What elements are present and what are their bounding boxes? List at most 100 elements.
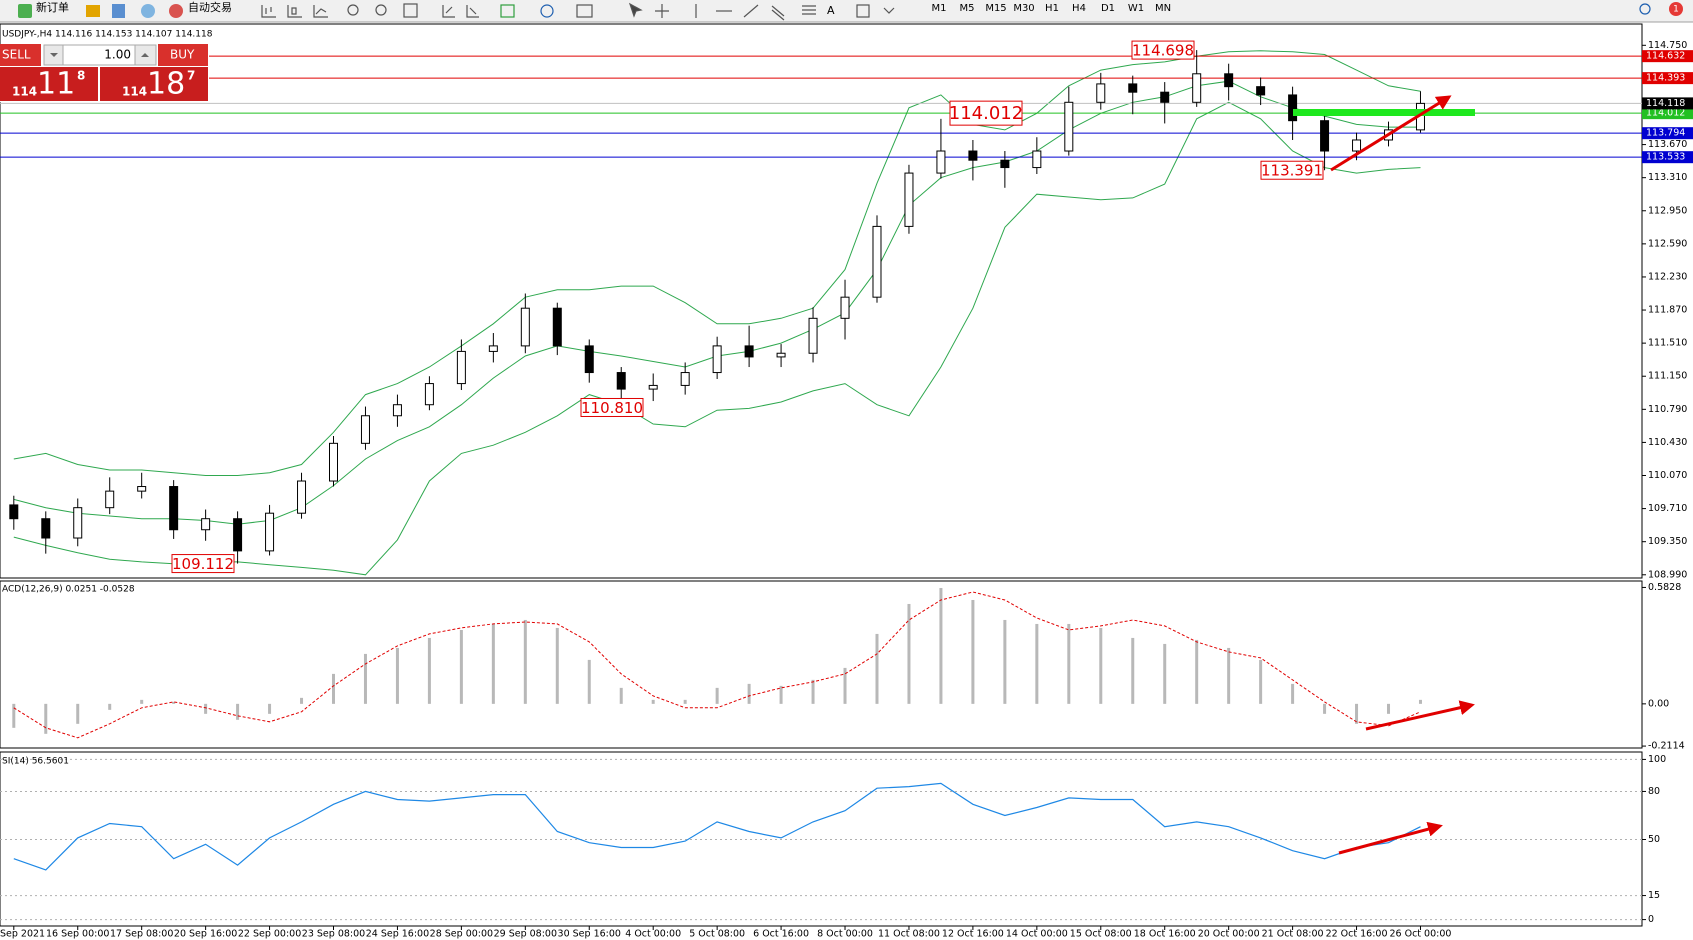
icon[interactable] bbox=[261, 5, 276, 18]
price-annotation-box bbox=[580, 397, 644, 417]
icon[interactable] bbox=[287, 5, 302, 18]
timeframe-button[interactable]: M1 bbox=[932, 3, 947, 14]
x-tick-label: 8 Oct 00:00 bbox=[817, 929, 873, 940]
candle-body bbox=[297, 480, 307, 514]
candle-body bbox=[488, 345, 498, 352]
search-icon[interactable] bbox=[1639, 3, 1651, 15]
macd-bar bbox=[1227, 647, 1231, 704]
candle-body bbox=[1224, 73, 1234, 88]
fibo-icon[interactable] bbox=[802, 5, 816, 15]
candle-body bbox=[73, 507, 83, 539]
y-tick-label: 80 bbox=[1648, 786, 1660, 797]
bollinger-band bbox=[13, 50, 1421, 476]
y-tick-label: 50 bbox=[1648, 834, 1660, 845]
y-tick-label: 108.990 bbox=[1648, 569, 1687, 580]
new-order-button[interactable]: 新订单 bbox=[36, 0, 69, 14]
buy-price-sup: 7 bbox=[187, 69, 195, 83]
timeframe-button[interactable]: M30 bbox=[1013, 3, 1034, 14]
macd-bar bbox=[1355, 703, 1359, 724]
y-tick-label: 100 bbox=[1648, 754, 1666, 765]
icon[interactable] bbox=[442, 5, 455, 18]
macd-bar bbox=[363, 653, 367, 704]
x-tick-label: 14 Oct 00:00 bbox=[1006, 929, 1068, 940]
y-tick-label: 111.150 bbox=[1648, 371, 1687, 382]
zoom-in[interactable] bbox=[347, 4, 359, 16]
down-arrow bbox=[50, 53, 58, 57]
candle-body bbox=[808, 317, 818, 354]
trendline-icon[interactable] bbox=[743, 4, 759, 18]
trend-arrow bbox=[1365, 700, 1475, 731]
trend-arrow bbox=[1330, 95, 1452, 172]
sell-button[interactable] bbox=[0, 44, 41, 66]
macd-bar bbox=[332, 673, 335, 704]
y-tick-label: 0 bbox=[1648, 914, 1654, 925]
cursor-icon[interactable] bbox=[628, 2, 643, 18]
icon[interactable] bbox=[112, 4, 125, 18]
zoom-out[interactable] bbox=[375, 4, 387, 16]
x-tick-label: 29 Sep 08:00 bbox=[494, 929, 557, 940]
timeframes: M1 M5 M15 M30 H1 H4 D1 W1 MN bbox=[932, 3, 1172, 14]
candle-body bbox=[520, 307, 530, 347]
auto-trade-button[interactable]: 自动交易 bbox=[188, 0, 232, 14]
candle-body bbox=[552, 307, 562, 347]
macd-bar bbox=[971, 599, 975, 704]
buy-label: BUY bbox=[170, 48, 195, 62]
y-tick-label: 111.870 bbox=[1648, 305, 1687, 316]
macd-bar bbox=[204, 703, 208, 714]
crosshair-icon[interactable] bbox=[655, 4, 669, 18]
timeframe-button[interactable]: W1 bbox=[1128, 3, 1144, 14]
indicator-icon[interactable] bbox=[500, 4, 515, 18]
icon[interactable] bbox=[466, 5, 479, 18]
timeframe-button[interactable]: MN bbox=[1155, 3, 1171, 14]
timeframe-button[interactable]: H4 bbox=[1072, 3, 1086, 14]
arrows-icon[interactable] bbox=[883, 7, 895, 14]
label-icon[interactable]: A bbox=[827, 4, 835, 17]
macd-bar bbox=[779, 685, 783, 704]
signal-line bbox=[13, 591, 1421, 739]
notification-count: 1 bbox=[1673, 5, 1679, 15]
x-tick-label: 18 Oct 16:00 bbox=[1134, 929, 1196, 940]
candle-body bbox=[456, 350, 466, 385]
y-tick-label: 113.670 bbox=[1648, 139, 1687, 150]
timeframe-button[interactable]: D1 bbox=[1101, 3, 1115, 14]
timeframe-button[interactable]: M5 bbox=[960, 3, 975, 14]
candle-body bbox=[904, 172, 914, 227]
price-panel bbox=[0, 23, 1643, 579]
macd-bar bbox=[1099, 627, 1103, 704]
candle-body bbox=[968, 150, 978, 161]
candle-body bbox=[744, 345, 754, 358]
x-tick-label: 15 Oct 08:00 bbox=[1070, 929, 1132, 940]
timeframe-button[interactable]: M15 bbox=[985, 3, 1006, 14]
sell-price-box[interactable] bbox=[0, 67, 98, 101]
buy-button[interactable] bbox=[158, 44, 208, 66]
green-level-marker bbox=[1293, 109, 1475, 116]
icon[interactable] bbox=[141, 4, 155, 18]
price-annotation: 109.112 bbox=[172, 555, 234, 573]
new-order-icon[interactable] bbox=[18, 4, 32, 18]
x-tick-label: 26 Oct 00:00 bbox=[1390, 929, 1452, 940]
macd-bar bbox=[1035, 623, 1039, 704]
y-tick-label: -0.2114 bbox=[1648, 741, 1685, 752]
price-annotation: 110.810 bbox=[581, 399, 643, 417]
timeframe-button[interactable]: H1 bbox=[1045, 3, 1059, 14]
candle-body bbox=[680, 372, 690, 386]
candle-body bbox=[1096, 83, 1106, 103]
template-icon[interactable] bbox=[576, 4, 593, 18]
macd-bar bbox=[395, 647, 399, 704]
notification-badge[interactable] bbox=[1669, 2, 1683, 16]
y-tick-label: 113.310 bbox=[1648, 172, 1687, 183]
x-tick-label: 16 Sep 00:00 bbox=[46, 929, 109, 940]
icon[interactable] bbox=[313, 5, 328, 18]
y-tick-label: 110.790 bbox=[1648, 404, 1687, 415]
buy-price-box[interactable] bbox=[100, 67, 208, 101]
text-icon[interactable] bbox=[856, 4, 870, 18]
candle-body bbox=[584, 345, 594, 374]
auto-trade-icon[interactable] bbox=[169, 4, 183, 18]
channel-icon[interactable] bbox=[771, 5, 785, 21]
icon[interactable] bbox=[86, 5, 100, 17]
icon[interactable] bbox=[403, 3, 418, 18]
period-icon[interactable] bbox=[540, 4, 554, 18]
x-tick-label: 12 Oct 16:00 bbox=[942, 929, 1004, 940]
price-annotation-box bbox=[1131, 40, 1195, 60]
indicator-title: SI(14) 56.5601 bbox=[2, 757, 69, 767]
